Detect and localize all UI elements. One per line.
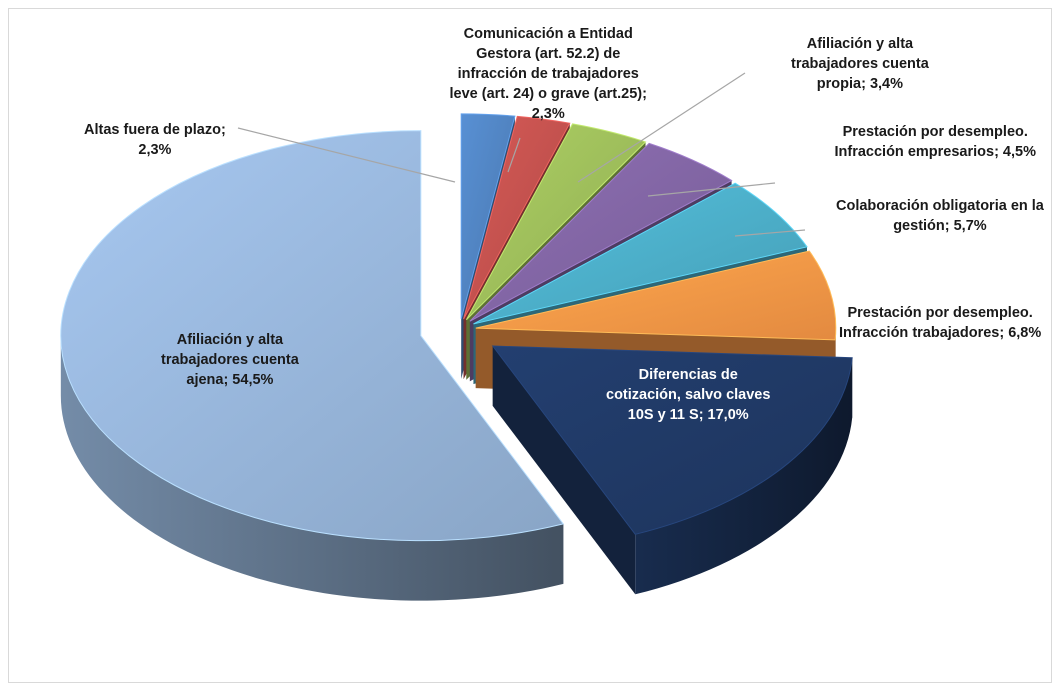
slice-label-5: Prestación por desempleo. Infracción trab…	[839, 303, 1041, 343]
slice-label-6: Diferencias de cotización, salvo claves 10…	[606, 365, 770, 425]
slice-label-line: trabajadores cuenta	[791, 56, 929, 72]
leader-line	[507, 137, 521, 173]
slice-label-line: trabajadores cuenta	[161, 352, 299, 368]
leader-line	[237, 127, 456, 183]
slice-label-7: Afiliación y alta trabajadores cuenta ajen…	[161, 330, 299, 390]
pie-tops	[60, 113, 853, 542]
slice-label-line: Afiliación y alta	[176, 332, 284, 348]
slice-label-line: leve (art. 24) o grave (art.25);	[449, 86, 647, 102]
slice-label-1: Comunicación a Entidad Gestora (art. 52.2…	[450, 24, 647, 124]
pie-slice-2	[465, 123, 647, 321]
leader-line	[577, 72, 746, 183]
slice-label-line: Prestación por desempleo.	[847, 305, 1033, 321]
slice-label-line: infracción de trabajadores	[457, 66, 639, 82]
pie-slice-6	[491, 345, 853, 535]
pie-slice-0	[460, 113, 516, 319]
slice-label-line: Afiliación y alta	[806, 36, 914, 52]
slice-label-line: gestión; 5,7%	[893, 218, 987, 234]
slice-label-line: cotización, salvo claves	[606, 387, 771, 403]
slice-label-0: Altas fuera de plazo; 2,3%	[84, 120, 226, 160]
pie-slice-wall	[492, 346, 636, 595]
slice-label-line: Infracción empresarios; 4,5%	[834, 144, 1036, 160]
leader-line	[734, 229, 806, 237]
slice-label-4: Colaboración obligatoria en la gestión; 5…	[836, 196, 1044, 236]
slice-label-3: Prestación por desempleo. Infracción empr…	[835, 122, 1036, 162]
slice-label-line: Colaboración obligatoria en la	[836, 198, 1044, 214]
slice-label-line: Altas fuera de plazo;	[84, 122, 226, 138]
pie-slice-edge	[635, 357, 853, 595]
slice-label-line: ajena; 54,5%	[186, 372, 274, 388]
pie-slice-7	[60, 130, 565, 542]
slice-label-line: Diferencias de	[638, 367, 738, 383]
leader-line	[647, 182, 776, 197]
slice-label-line: 2,3%	[138, 142, 172, 158]
pie-slice-5	[475, 250, 837, 341]
slice-label-line: Gestora (art. 52.2) de	[476, 46, 621, 62]
pie-slice-edge	[60, 335, 564, 601]
slice-label-line: Infracción trabajadores; 6,8%	[839, 325, 1042, 341]
slice-label-line: Prestación por desempleo.	[842, 124, 1028, 140]
slice-label-2: Afiliación y alta trabajadores cuenta prop…	[791, 34, 929, 94]
pie-slice-3	[469, 142, 733, 322]
pie-slice-4	[473, 182, 808, 325]
pie-slice-1	[463, 115, 571, 320]
leader-lines	[237, 72, 806, 237]
slice-label-line: 2,3%	[531, 106, 565, 122]
slice-label-line: Comunicación a Entidad	[463, 26, 633, 42]
slice-label-line: 10S y 11 S; 17,0%	[627, 407, 749, 423]
slice-label-line: propia; 3,4%	[816, 76, 904, 92]
